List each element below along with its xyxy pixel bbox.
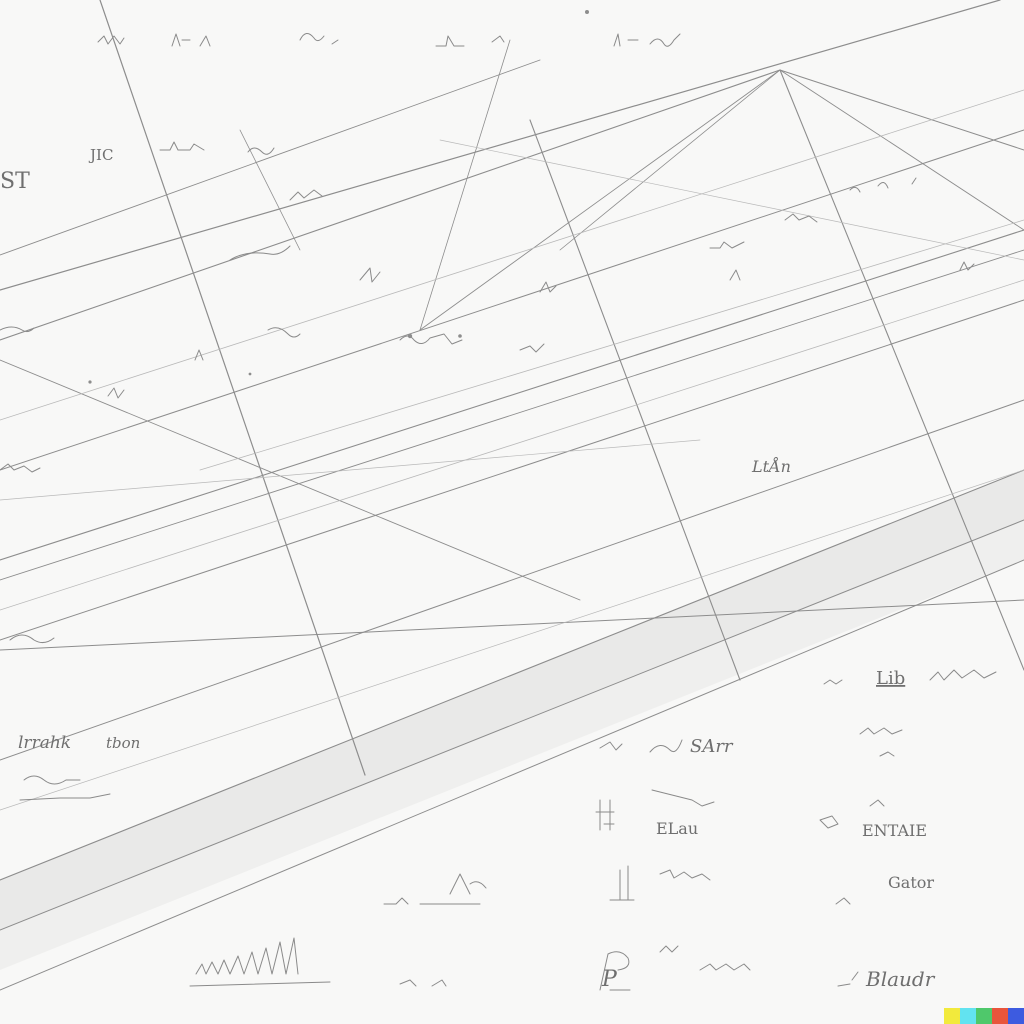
shaded-band-light xyxy=(0,520,1024,970)
label-gator: Gator xyxy=(888,873,934,892)
label-lib: Lib xyxy=(876,668,905,689)
swatch-cyan xyxy=(960,1008,976,1024)
construction-lines xyxy=(0,0,1024,991)
label-st: ST xyxy=(0,169,30,194)
label-entaie: ENTAIE xyxy=(862,821,927,840)
label-jic: JIC xyxy=(88,146,113,164)
label-tbon: tbon xyxy=(106,734,140,752)
label-elau: ELau xyxy=(656,819,698,838)
label-sarr: SArr xyxy=(690,736,734,757)
annotation-labels: JIC ST LtÅn lrrahk tbon Lib SArr Blaudr … xyxy=(0,146,936,992)
swatch-yellow xyxy=(944,1008,960,1024)
signature-swatches xyxy=(944,1008,1024,1024)
label-lrrahk: lrrahk xyxy=(18,733,71,753)
swatch-green xyxy=(976,1008,992,1024)
scribble-marks xyxy=(0,33,997,991)
pencil-dots xyxy=(88,10,589,384)
shaded-band xyxy=(0,470,1024,930)
label-ltan: LtÅn xyxy=(751,456,791,476)
swatch-red xyxy=(992,1008,1008,1024)
label-blaudr: Blaudr xyxy=(865,967,936,991)
label-p: P xyxy=(601,967,618,992)
swatch-blue xyxy=(1008,1008,1024,1024)
